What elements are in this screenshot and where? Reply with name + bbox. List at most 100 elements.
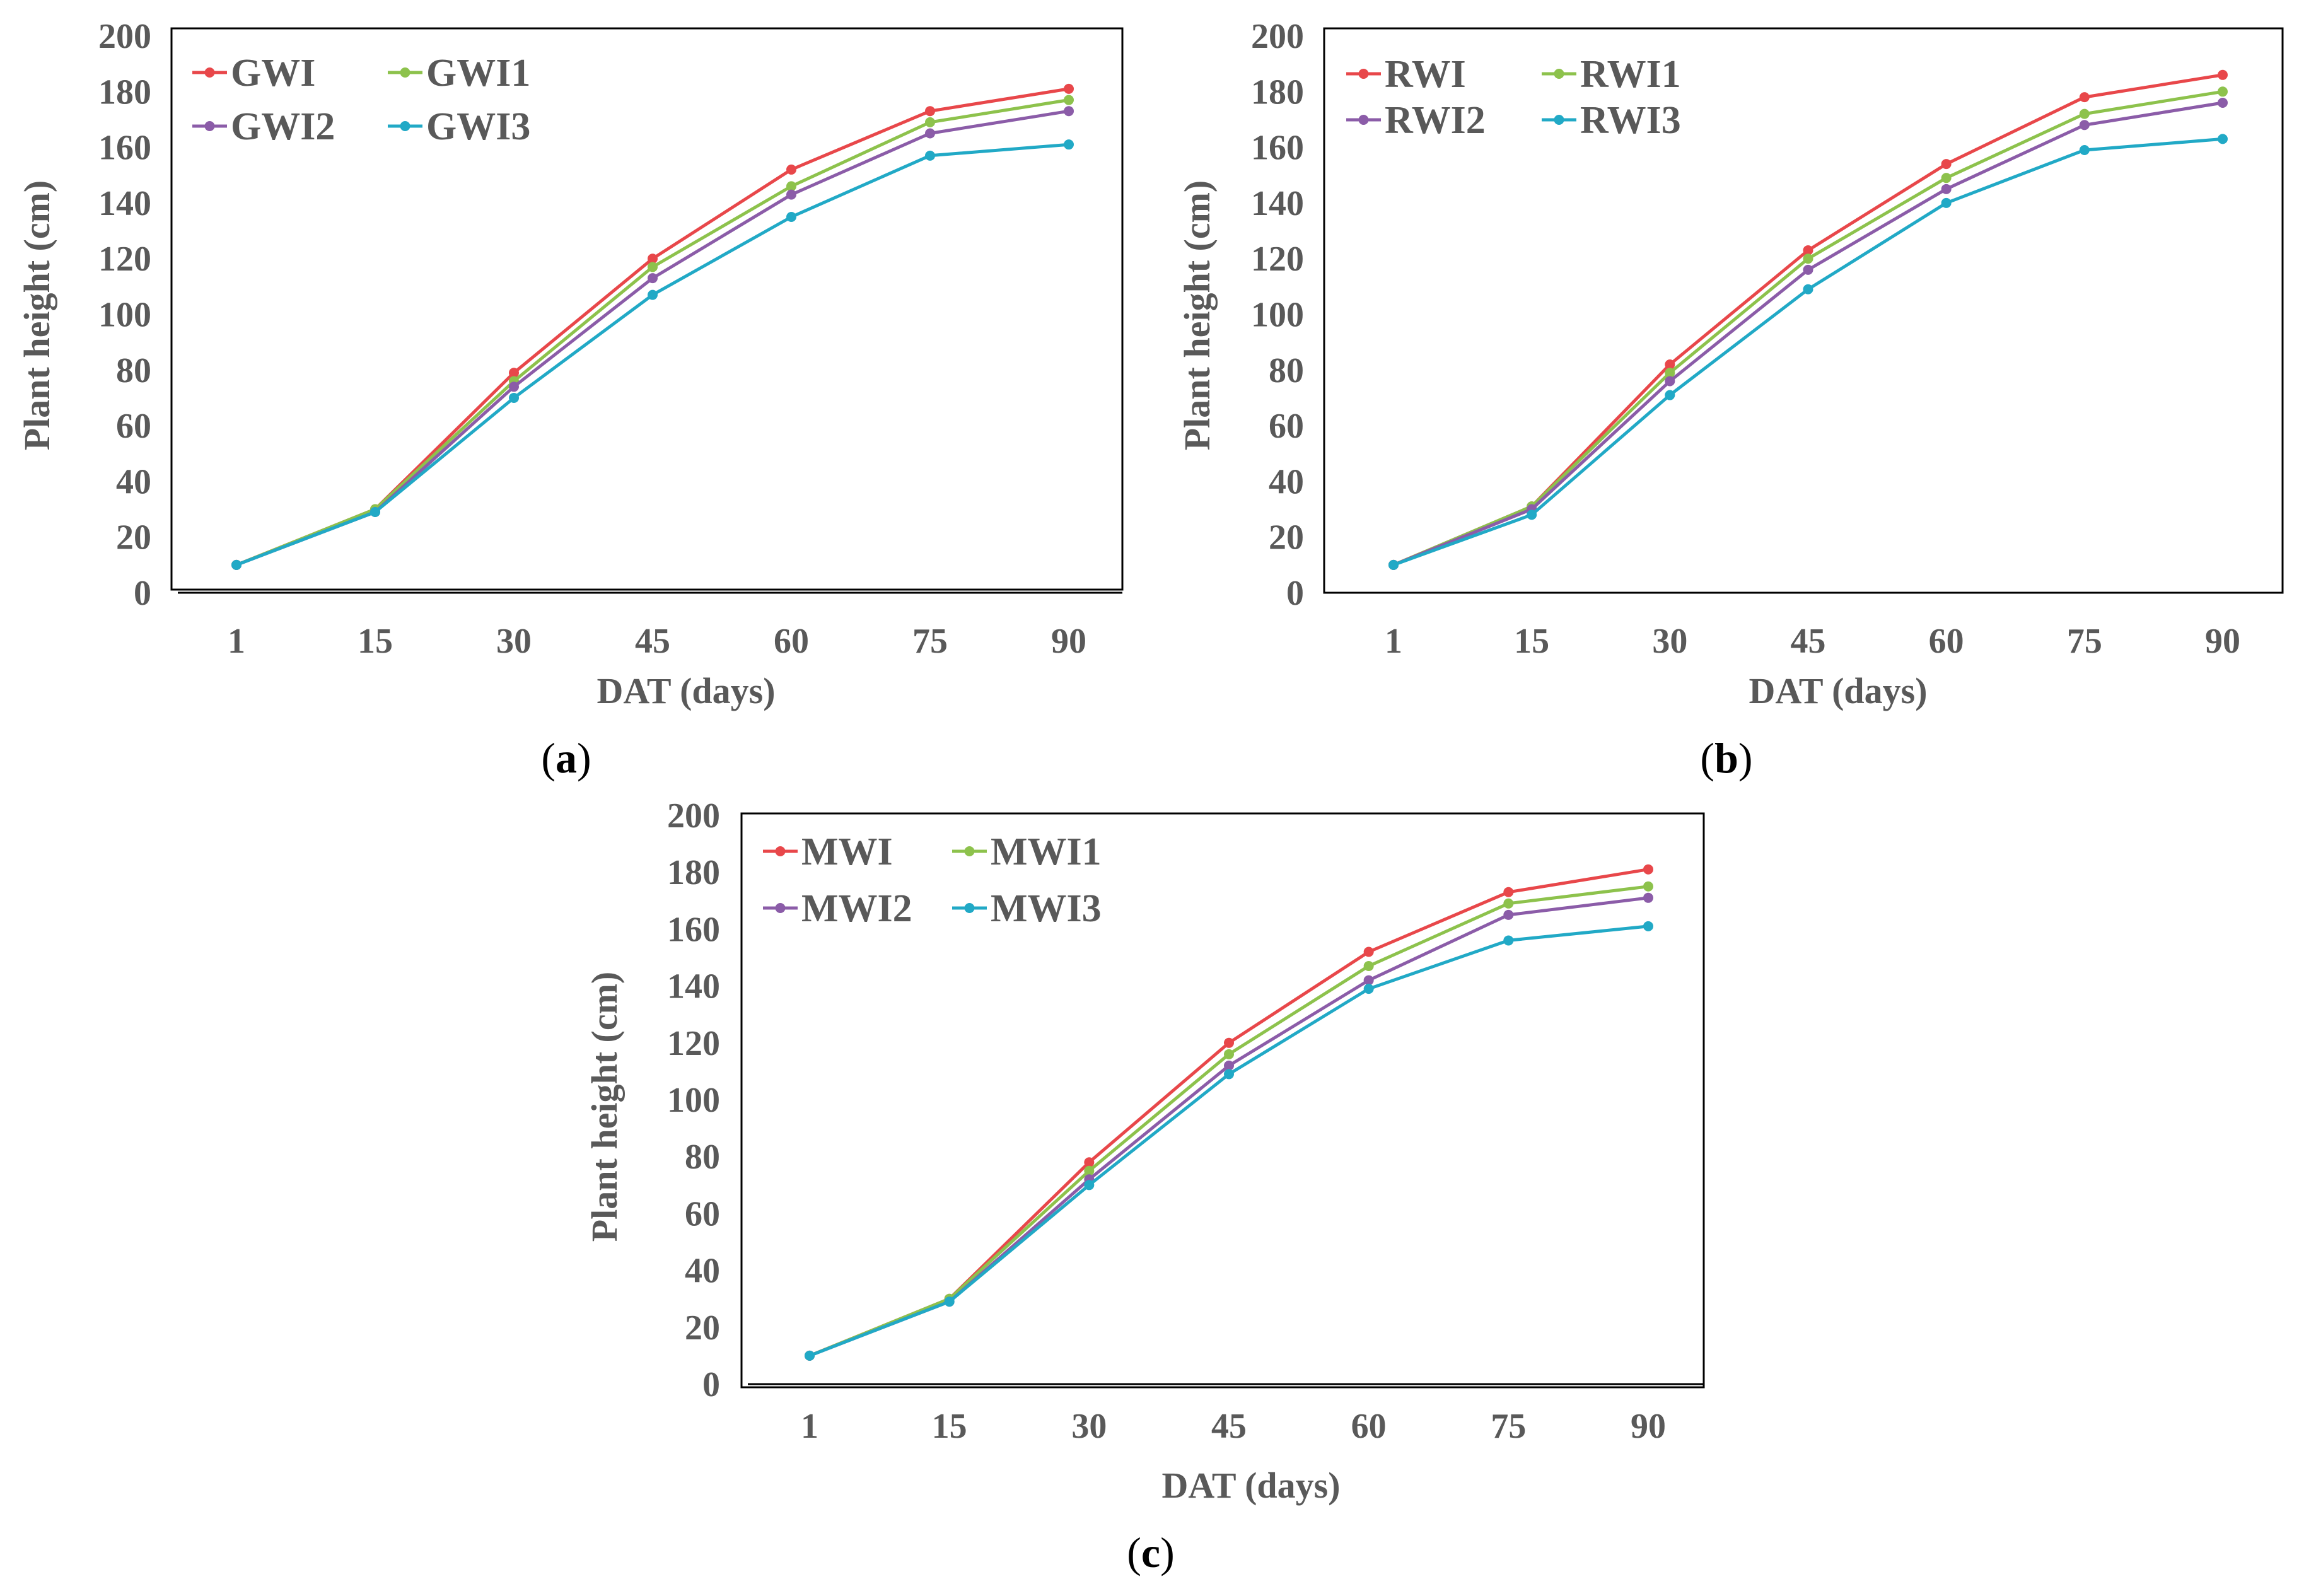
data-point-gwi1 (648, 262, 658, 272)
x-tick-label: 60 (1351, 1407, 1387, 1446)
legend-swatch-marker (204, 121, 215, 131)
y-tick-label: 200 (1251, 17, 1304, 56)
data-point-rwi3 (1527, 510, 1537, 520)
legend-label-rwi3: RWI3 (1580, 99, 1681, 142)
data-point-mwi1 (1224, 1049, 1234, 1059)
data-point-gwi1 (925, 117, 935, 127)
legend: RWI RWI1 RWI2 RWI3 (1346, 53, 1681, 142)
legend: MWI MWI1 MWI2 MWI3 (763, 830, 1102, 930)
x-axis-ticks: 1 15 30 45 60 75 90 (228, 622, 1086, 661)
legend-swatch-marker (1554, 69, 1564, 79)
x-tick-label: 30 (1652, 622, 1687, 661)
data-point-gwi2 (1064, 106, 1074, 117)
data-point-mwi1 (1363, 961, 1374, 972)
data-point-gwi2 (648, 273, 658, 284)
y-axis-title: Plant height (cm) (1177, 180, 1218, 451)
x-axis-ticks: 1 15 30 45 60 75 90 (1385, 622, 2240, 661)
y-tick-label: 80 (116, 351, 151, 390)
panel-caption: (a) (541, 734, 591, 782)
data-point-rwi2 (2079, 120, 2090, 131)
legend-label-mwi1: MWI1 (991, 830, 1102, 873)
data-point-mwi2 (1503, 909, 1514, 920)
y-axis-title: Plant height (cm) (16, 180, 57, 451)
y-tick-label: 100 (1251, 296, 1304, 335)
y-tick-label: 40 (1269, 462, 1304, 501)
legend-swatch-marker (1554, 115, 1564, 125)
legend-swatch-marker (775, 903, 786, 913)
y-tick-label: 120 (667, 1024, 720, 1063)
y-tick-label: 100 (98, 296, 151, 335)
data-point-mwi3 (944, 1296, 955, 1307)
data-point-rwi1 (1941, 173, 1952, 183)
panel-caption: (c) (1127, 1529, 1175, 1576)
data-point-gwi3 (1064, 139, 1074, 150)
legend-label-rwi2: RWI2 (1385, 99, 1486, 142)
legend-label-gwi3: GWI3 (426, 105, 530, 148)
y-tick-label: 20 (116, 518, 151, 557)
data-point-mwi (1503, 887, 1514, 897)
y-axis-ticks: 0 20 40 60 80 100 120 140 160 180 200 (98, 17, 151, 613)
data-point-rwi1 (2079, 108, 2090, 119)
y-tick-label: 140 (667, 967, 720, 1006)
data-point-rwi2 (1665, 376, 1675, 387)
x-tick-label: 45 (1791, 622, 1826, 661)
data-point-gwi1 (786, 181, 796, 192)
x-tick-label: 75 (2067, 622, 2102, 661)
legend-label-mwi2: MWI2 (801, 887, 912, 930)
y-axis-title: Plant height (cm) (584, 972, 625, 1242)
x-axis-title: DAT (days) (1161, 1465, 1340, 1506)
caption-letter: a (556, 734, 577, 782)
x-tick-label: 45 (1211, 1407, 1247, 1446)
y-tick-label: 40 (116, 462, 151, 501)
legend-label-rwi1: RWI1 (1580, 53, 1681, 96)
data-point-mwi3 (1363, 984, 1374, 994)
data-point-mwi (1084, 1157, 1095, 1168)
x-tick-label: 75 (912, 622, 948, 661)
y-tick-label: 160 (1251, 129, 1304, 168)
data-point-gwi2 (786, 189, 796, 200)
data-point-gwi (1064, 83, 1074, 94)
data-point-mwi3 (1224, 1069, 1234, 1080)
y-tick-label: 180 (667, 853, 720, 892)
data-point-rwi (2079, 92, 2090, 103)
chart-frame (1323, 27, 2284, 594)
data-point-gwi3 (370, 506, 380, 517)
y-tick-label: 60 (1269, 407, 1304, 446)
x-tick-label: 60 (774, 622, 809, 661)
y-axis-ticks: 0 20 40 60 80 100 120 140 160 180 200 (667, 796, 720, 1404)
data-point-mwi1 (1643, 881, 1653, 892)
y-tick-label: 0 (1286, 574, 1304, 613)
y-tick-label: 180 (1251, 73, 1304, 112)
legend-swatch-marker (775, 846, 786, 856)
x-tick-label: 30 (496, 622, 532, 661)
data-point-mwi3 (1084, 1180, 1095, 1191)
x-axis-title: DAT (days) (1749, 670, 1927, 711)
legend-swatch-marker (1358, 69, 1369, 79)
data-point-gwi (786, 164, 796, 175)
data-point-rwi2 (1803, 264, 1813, 275)
data-point-gwi2 (509, 382, 519, 392)
caption-letter: b (1714, 734, 1738, 782)
data-point-mwi (1224, 1037, 1234, 1048)
y-tick-label: 120 (1251, 240, 1304, 279)
x-axis-title: DAT (days) (596, 670, 775, 711)
chart-panel-a: 0 20 40 60 80 100 120 140 160 180 200 1 15 30 45 60 75 9… (0, 0, 1135, 788)
data-point-rwi3 (2079, 145, 2090, 156)
legend-label-rwi: RWI (1385, 53, 1466, 96)
data-point-gwi (509, 368, 519, 378)
legend-swatch-marker (1358, 115, 1369, 125)
data-point-rwi3 (2218, 134, 2228, 144)
y-tick-label: 20 (1269, 518, 1304, 557)
y-tick-label: 0 (702, 1365, 720, 1404)
y-tick-label: 80 (1269, 351, 1304, 390)
y-axis-ticks: 0 20 40 60 80 100 120 140 160 180 200 (1251, 17, 1304, 613)
data-point-rwi3 (1388, 559, 1399, 570)
x-tick-label: 90 (1051, 622, 1086, 661)
x-tick-label: 45 (635, 622, 670, 661)
y-tick-label: 140 (98, 184, 151, 223)
x-tick-label: 90 (1631, 1407, 1666, 1446)
series-group (231, 83, 1074, 570)
